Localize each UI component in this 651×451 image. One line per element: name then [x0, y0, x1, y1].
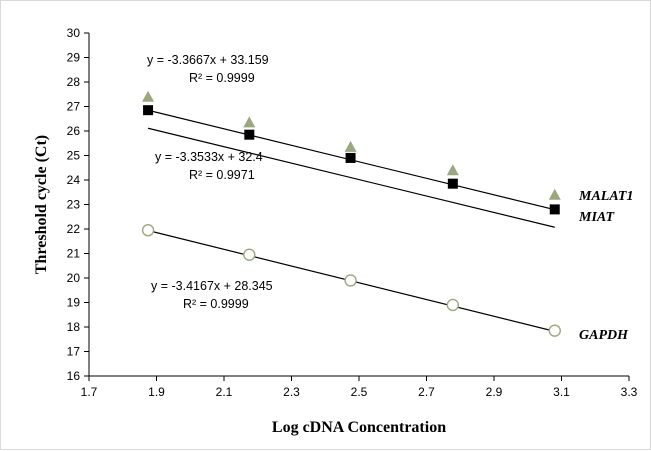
y-tick-label: 25 — [67, 149, 81, 163]
marker-malat1 — [344, 140, 357, 152]
marker-malat1 — [142, 90, 155, 102]
y-tick-group: 16 17 18 19 20 21 22 23 24 25 26 27 28 29 30 — [67, 26, 89, 383]
marker-gapdh — [446, 298, 460, 312]
y-tick-label: 26 — [67, 124, 81, 138]
series-label-malat1: MALAT1 — [578, 189, 633, 204]
y-tick-label: 28 — [67, 75, 81, 89]
marker-group — [141, 90, 561, 337]
y-tick-label: 21 — [67, 247, 81, 261]
trendline-miat — [147, 127, 555, 228]
y-axis-title: Threshold cycle (Ct) — [33, 135, 50, 274]
marker-miat — [244, 129, 255, 140]
r2-malat1: R² = 0.9999 — [189, 71, 255, 85]
x-tick-group: 1.7 1.9 2.1 2.3 2.5 2.7 2.9 3.1 3.3 — [81, 376, 638, 399]
r2-miat: R² = 0.9971 — [189, 168, 255, 182]
y-tick-label: 18 — [67, 320, 81, 334]
equation-miat: y = -3.3533x + 32.4 — [155, 150, 263, 164]
series-label-miat: MIAT — [578, 210, 615, 225]
equation-gapdh: y = -3.4167x + 28.345 — [151, 279, 273, 293]
x-tick-label: 2.9 — [486, 385, 503, 399]
marker-malat1 — [548, 188, 561, 200]
y-tick-label: 20 — [67, 271, 81, 285]
axes-layer — [88, 33, 629, 377]
y-tick-label: 22 — [67, 222, 81, 236]
marker-malat1 — [243, 116, 256, 128]
x-tick-label: 3.1 — [553, 385, 570, 399]
marker-malat1 — [446, 164, 459, 176]
x-tick-label: 1.9 — [148, 385, 165, 399]
marker-gapdh — [243, 248, 256, 261]
y-tick-label: 16 — [67, 369, 81, 383]
marker-gapdh — [344, 274, 357, 287]
r2-gapdh: R² = 0.9999 — [183, 297, 249, 311]
y-tick-label: 24 — [67, 173, 81, 187]
marker-miat — [549, 204, 560, 215]
equation-malat1: y = -3.3667x + 33.159 — [147, 53, 269, 67]
y-tick-label: 23 — [67, 198, 81, 212]
x-tick-label: 2.1 — [216, 385, 233, 399]
x-tick-label: 3.3 — [621, 385, 638, 399]
x-axis-title: Log cDNA Concentration — [272, 419, 446, 436]
marker-gapdh — [141, 224, 155, 237]
x-tick-label: 1.7 — [81, 385, 98, 399]
marker-miat — [345, 152, 356, 163]
y-tick-label: 27 — [67, 100, 81, 114]
series-label-gapdh: GAPDH — [579, 328, 629, 343]
y-tick-label: 19 — [67, 296, 81, 310]
x-tick-label: 2.7 — [418, 385, 435, 399]
x-tick-label: 2.5 — [351, 385, 368, 399]
marker-gapdh — [548, 324, 561, 337]
y-tick-label: 30 — [67, 26, 81, 40]
x-tick-label: 2.3 — [283, 385, 300, 399]
y-tick-label: 17 — [67, 345, 81, 359]
marker-miat — [447, 178, 458, 189]
y-tick-label: 29 — [67, 51, 81, 65]
marker-miat — [143, 105, 154, 116]
